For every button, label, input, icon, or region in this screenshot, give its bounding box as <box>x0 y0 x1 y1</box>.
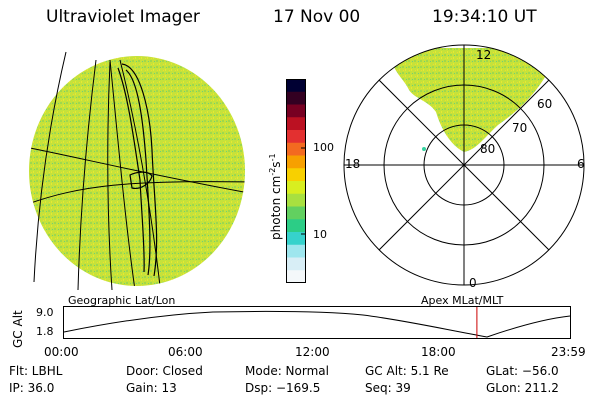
colorbar-band <box>286 219 306 233</box>
polar-plot-panel <box>343 44 585 286</box>
colorbar-band <box>286 130 306 144</box>
colorbar-band <box>286 244 306 258</box>
apex-caption: Apex MLat/MLT <box>421 294 504 307</box>
status-seq: Seq: 39 <box>365 381 411 395</box>
colorbar-band <box>286 168 306 182</box>
colorbar-band <box>286 91 306 105</box>
time-label: 19:34:10 UT <box>432 7 537 27</box>
status-mode: Mode: Normal <box>245 364 329 378</box>
status-gc-alt: GC Alt: 5.1 Re <box>365 364 449 378</box>
colorbar-band <box>286 206 306 220</box>
status-filter: Flt: LBHL <box>9 364 63 378</box>
polar-grid <box>343 44 585 286</box>
status-glon: GLon: 211.2 <box>486 381 559 395</box>
timeline-xtick-2359: 23:59 <box>551 345 586 359</box>
instrument-title: Ultraviolet Imager <box>46 7 200 27</box>
mlt-label-6: 6 <box>577 157 585 171</box>
colorbar-tick-100: 100 <box>313 141 334 154</box>
status-ip: IP: 36.0 <box>9 381 55 395</box>
colorbar-band <box>286 193 306 207</box>
date-label: 17 Nov 00 <box>273 7 361 27</box>
colorbar-band <box>286 181 306 195</box>
timeline-xtick-0600: 06:00 <box>168 345 203 359</box>
mlt-label-0: 0 <box>469 276 477 290</box>
colorbar-band <box>286 257 306 271</box>
coastline-contours <box>117 63 158 277</box>
altitude-curve <box>63 310 571 338</box>
mlat-label-80: 80 <box>480 142 496 156</box>
mlat-label-60: 60 <box>537 97 553 111</box>
colorbar-band <box>286 270 306 283</box>
geographic-caption: Geographic Lat/Lon <box>68 294 176 307</box>
geographic-image-panel <box>29 51 245 291</box>
colorbar-tick-10: 10 <box>313 228 327 241</box>
status-door: Door: Closed <box>126 364 203 378</box>
timeline-xtick-1800: 18:00 <box>421 345 456 359</box>
status-glat: GLat: −56.0 <box>486 364 559 378</box>
colorbar-band <box>286 142 306 156</box>
timeline-ytick-9: 9.0 <box>36 306 54 319</box>
polar-image-patch <box>392 48 552 152</box>
polar-image-dot <box>422 147 426 151</box>
colorbar-band <box>286 79 306 93</box>
color-scale-bar <box>286 79 306 283</box>
altitude-timeline-plot <box>63 306 571 339</box>
colorbar-band <box>286 104 306 118</box>
orbit-tracks <box>33 51 113 291</box>
status-gain: Gain: 13 <box>126 381 177 395</box>
status-dsp: Dsp: −169.5 <box>245 381 321 395</box>
timeline-ytick-1_8: 1.8 <box>36 325 54 338</box>
colorbar-unit-label: photon cm-2s-1 <box>268 153 283 240</box>
colorbar-band <box>286 155 306 169</box>
timeline-xtick-0000: 00:00 <box>44 345 79 359</box>
mlt-label-18: 18 <box>345 157 361 171</box>
timeline-xtick-1200: 12:00 <box>295 345 330 359</box>
mlat-label-70: 70 <box>512 121 528 135</box>
mlt-label-12: 12 <box>476 48 492 62</box>
colorbar-band <box>286 117 306 131</box>
colorbar-band <box>286 232 306 246</box>
timeline-axis-label: GC Alt <box>11 310 25 348</box>
